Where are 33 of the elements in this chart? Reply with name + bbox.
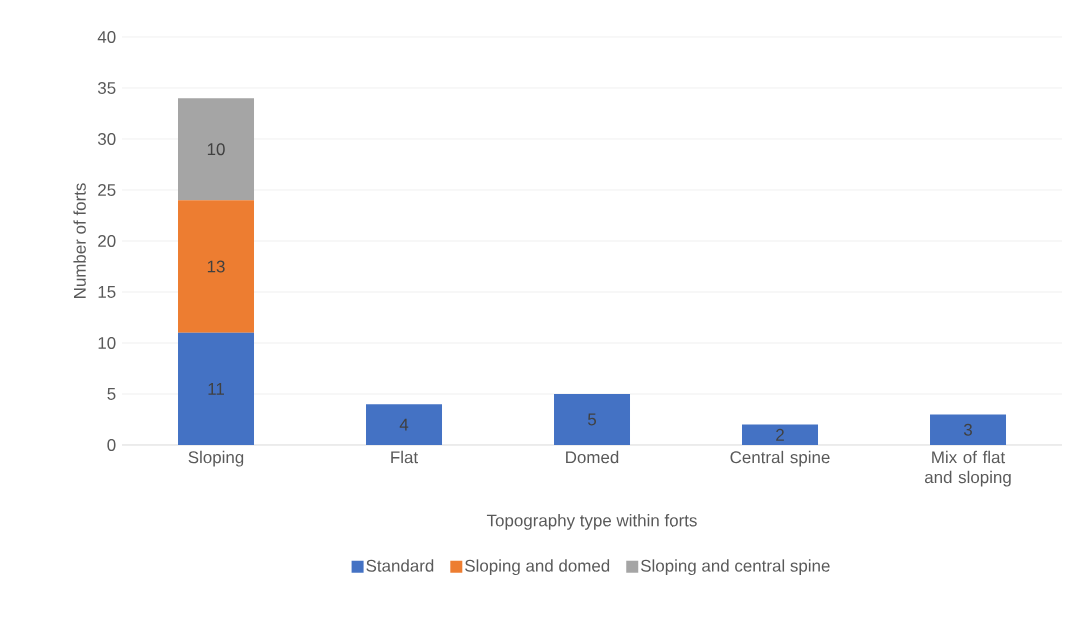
y-tick-label: 10 <box>98 336 116 349</box>
y-tick-label: 35 <box>97 81 116 94</box>
x-tick-label: Sloping <box>188 450 244 467</box>
legend-label: Sloping and central spine <box>641 559 830 576</box>
bar <box>554 393 631 445</box>
y-tick-label: 0 <box>107 438 116 451</box>
x-tick-label: Mix of flat and sloping <box>924 450 1011 487</box>
x-tick-label: Central spine <box>730 450 830 467</box>
y-tick-label: 40 <box>97 30 116 43</box>
data-label: 13 <box>207 260 225 273</box>
y-tick-label: 20 <box>98 234 116 247</box>
legend-label: Sloping and domed <box>465 559 610 576</box>
bar <box>930 414 1007 445</box>
y-tick-label: 25 <box>98 183 116 196</box>
bar <box>366 404 443 445</box>
x-tick-label: Domed <box>566 450 619 464</box>
bar <box>178 332 255 445</box>
bar <box>178 200 255 333</box>
y-axis-title: Number of forts <box>73 183 86 298</box>
bar <box>742 424 819 445</box>
data-label: 5 <box>587 413 596 426</box>
bar <box>178 98 255 201</box>
y-tick-label: 15 <box>98 286 116 298</box>
data-label: 2 <box>776 428 784 441</box>
x-axis-title: Topography type within forts <box>486 514 697 530</box>
legend-label: Standard <box>366 559 434 572</box>
data-label: 10 <box>207 143 225 156</box>
y-tick-label: 30 <box>97 132 116 145</box>
data-label: 3 <box>963 423 972 436</box>
data-label: 11 <box>208 383 224 395</box>
y-tick-label: 5 <box>107 388 116 400</box>
x-tick-label: Flat <box>391 450 418 464</box>
data-label: 4 <box>399 418 409 431</box>
